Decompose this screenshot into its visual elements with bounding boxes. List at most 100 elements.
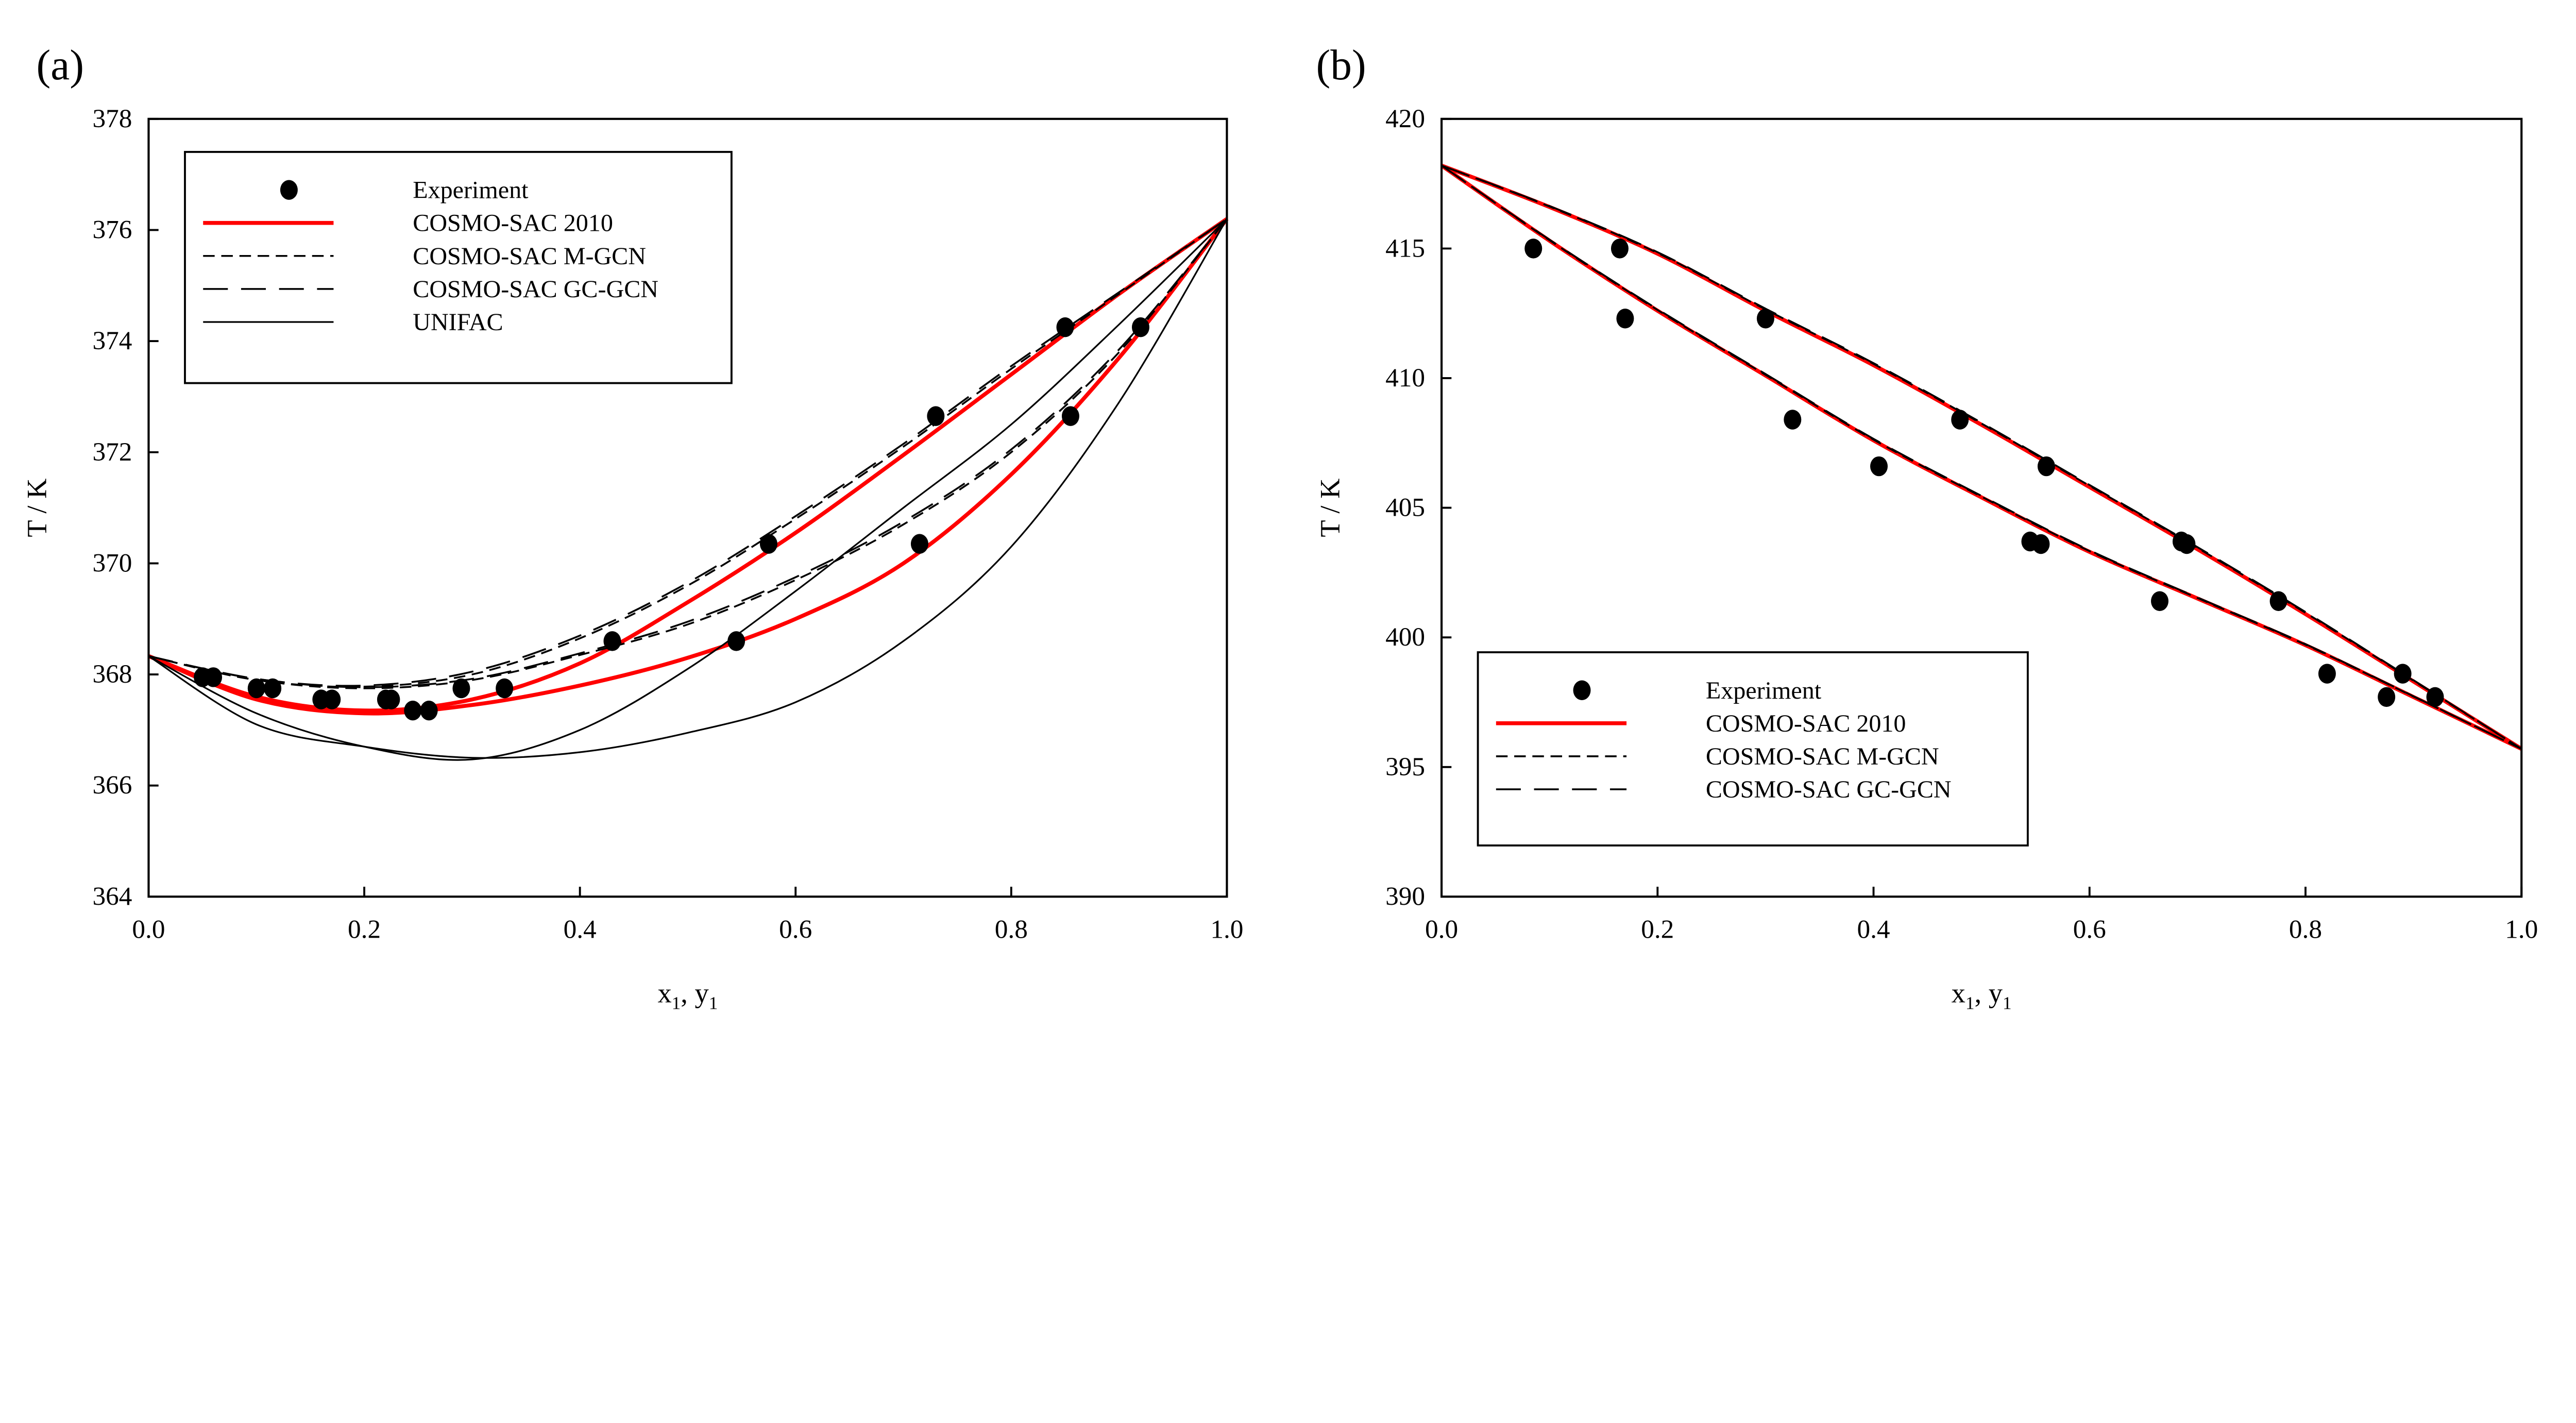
x-axis-label: x1, y1 <box>1952 977 2012 1013</box>
y-tick-label: 364 <box>93 882 132 911</box>
experiment-point <box>1951 410 1969 430</box>
x-tick-label: 0.4 <box>1857 915 1890 944</box>
y-tick-label: 415 <box>1385 233 1425 263</box>
experiment-point <box>1061 406 1079 426</box>
legend-label: COSMO-SAC GC-GCN <box>1706 776 1952 803</box>
legend-symbol-experiment <box>1573 680 1591 700</box>
experiment-point <box>2378 687 2396 707</box>
experiment-point <box>927 406 945 426</box>
y-tick-label: 400 <box>1385 622 1425 652</box>
x-axis-label-sub2: 1 <box>709 993 718 1013</box>
x-tick-label: 0.0 <box>1425 915 1458 944</box>
legend-label: COSMO-SAC 2010 <box>1706 710 1906 737</box>
y-tick-label: 410 <box>1385 363 1425 393</box>
experiment-point <box>603 631 621 651</box>
series-line-long-dash-dew <box>1441 164 2522 750</box>
legend-label: COSMO-SAC M-GCN <box>413 243 646 270</box>
x-axis-label-main: x <box>657 977 671 1009</box>
experiment-point <box>2426 687 2444 707</box>
plot-frame <box>147 117 1228 898</box>
legend: Experiment COSMO-SAC 2010 COSMO-SAC M-GCN C… <box>1477 651 2029 846</box>
x-tick-label: 1.0 <box>2505 915 2538 944</box>
y-tick-label: 395 <box>1385 752 1425 782</box>
series-lines <box>1440 163 2523 751</box>
panel-b-chart: (b) 0.0 0.2 0.4 0.6 0.8 1.0 390 395 400 405 410 415 4… <box>1314 42 2538 1013</box>
experiment-point <box>420 700 438 721</box>
legend-label: COSMO-SAC 2010 <box>413 210 613 237</box>
x-tick-label: 0.0 <box>132 915 165 944</box>
panel-label: (b) <box>1316 42 1366 89</box>
x-axis-label-mid: , y <box>681 977 709 1009</box>
x-tick-label: 0.8 <box>995 915 1028 944</box>
y-tick-label: 420 <box>1385 104 1425 133</box>
experiment-point <box>1616 309 1634 329</box>
y-axis-label: T / K <box>21 479 53 537</box>
y-axis-label: T / K <box>1314 479 1345 537</box>
experiment-points <box>1524 239 2444 707</box>
x-tick-label: 0.6 <box>2073 915 2106 944</box>
x-tick-label: 0.2 <box>1641 915 1674 944</box>
legend-box <box>184 150 733 384</box>
y-tick-label: 390 <box>1385 882 1425 911</box>
experiment-point <box>452 678 470 699</box>
experiment-point <box>2032 534 2050 554</box>
legend: Experiment COSMO-SAC 2010 COSMO-SAC M-GCN C… <box>184 150 733 384</box>
y-tick-label: 405 <box>1385 493 1425 522</box>
experiment-point <box>205 667 223 687</box>
y-tick-label: 370 <box>93 548 132 578</box>
experiment-point <box>264 678 282 699</box>
y-tick-label: 368 <box>93 659 132 689</box>
experiment-point <box>1756 309 1774 329</box>
panel-a-chart: (a) 0.0 0.2 0.4 0.6 0.8 1.0 364 366 368 370 372 374 3… <box>21 42 1244 1013</box>
x-axis-label-sub2: 1 <box>2003 993 2012 1013</box>
experiment-point <box>404 700 422 721</box>
series-line-long-dash-bubble <box>148 218 1228 688</box>
experiment-point <box>759 534 777 554</box>
experiment-point <box>1870 456 1888 477</box>
legend-label: COSMO-SAC M-GCN <box>1706 743 1939 770</box>
experiment-point <box>2178 534 2196 554</box>
series-line-long-dash-bubble <box>1441 164 2522 750</box>
experiment-point <box>496 678 514 699</box>
x-tick-label: 0.8 <box>2289 915 2322 944</box>
series-line-long-dash-dew <box>148 218 1228 687</box>
x-tick-label: 1.0 <box>1210 915 1243 944</box>
experiment-point <box>2037 456 2055 477</box>
x-axis-label-sub: 1 <box>672 993 681 1013</box>
legend-label: Experiment <box>1706 677 1822 704</box>
y-tick-label: 378 <box>93 104 132 133</box>
panel-label: (a) <box>37 42 84 89</box>
legend-box <box>1477 651 2029 846</box>
experiment-points <box>194 317 1149 721</box>
x-axis-label-mid: , y <box>1975 977 2003 1009</box>
experiment-point <box>382 689 400 709</box>
experiment-point <box>1784 410 1802 430</box>
y-tick-label: 366 <box>93 771 132 800</box>
x-axis-label-sub: 1 <box>1965 993 1975 1013</box>
x-tick-label: 0.6 <box>779 915 812 944</box>
x-tick-label: 0.4 <box>564 915 597 944</box>
series-line-red-solid-dew <box>148 217 1228 713</box>
experiment-point <box>1056 317 1074 337</box>
series-line-short-dash-dew <box>148 218 1228 688</box>
experiment-point <box>2269 591 2287 611</box>
experiment-point <box>2394 664 2412 684</box>
experiment-point <box>1131 317 1149 337</box>
experiment-point <box>247 678 265 699</box>
experiment-point <box>2151 591 2168 611</box>
legend-label: UNIFAC <box>413 309 503 336</box>
x-axis-label: x1, y1 <box>657 977 718 1013</box>
series-line-thin-solid-dew <box>148 218 1228 761</box>
experiment-point <box>2318 664 2336 684</box>
legend-label: Experiment <box>413 177 529 204</box>
experiment-point <box>727 631 745 651</box>
series-line-thin-solid-bubble <box>148 218 1228 759</box>
x-tick-label: 0.2 <box>348 915 381 944</box>
experiment-point <box>1524 239 1543 259</box>
y-tick-label: 374 <box>93 326 132 355</box>
x-axis-label-main: x <box>1952 977 1965 1009</box>
legend-label: COSMO-SAC GC-GCN <box>413 276 658 303</box>
experiment-point <box>323 689 341 709</box>
y-tick-label: 372 <box>93 437 132 467</box>
figure: (a) 0.0 0.2 0.4 0.6 0.8 1.0 364 366 368 370 372 374 3… <box>21 42 2538 1013</box>
